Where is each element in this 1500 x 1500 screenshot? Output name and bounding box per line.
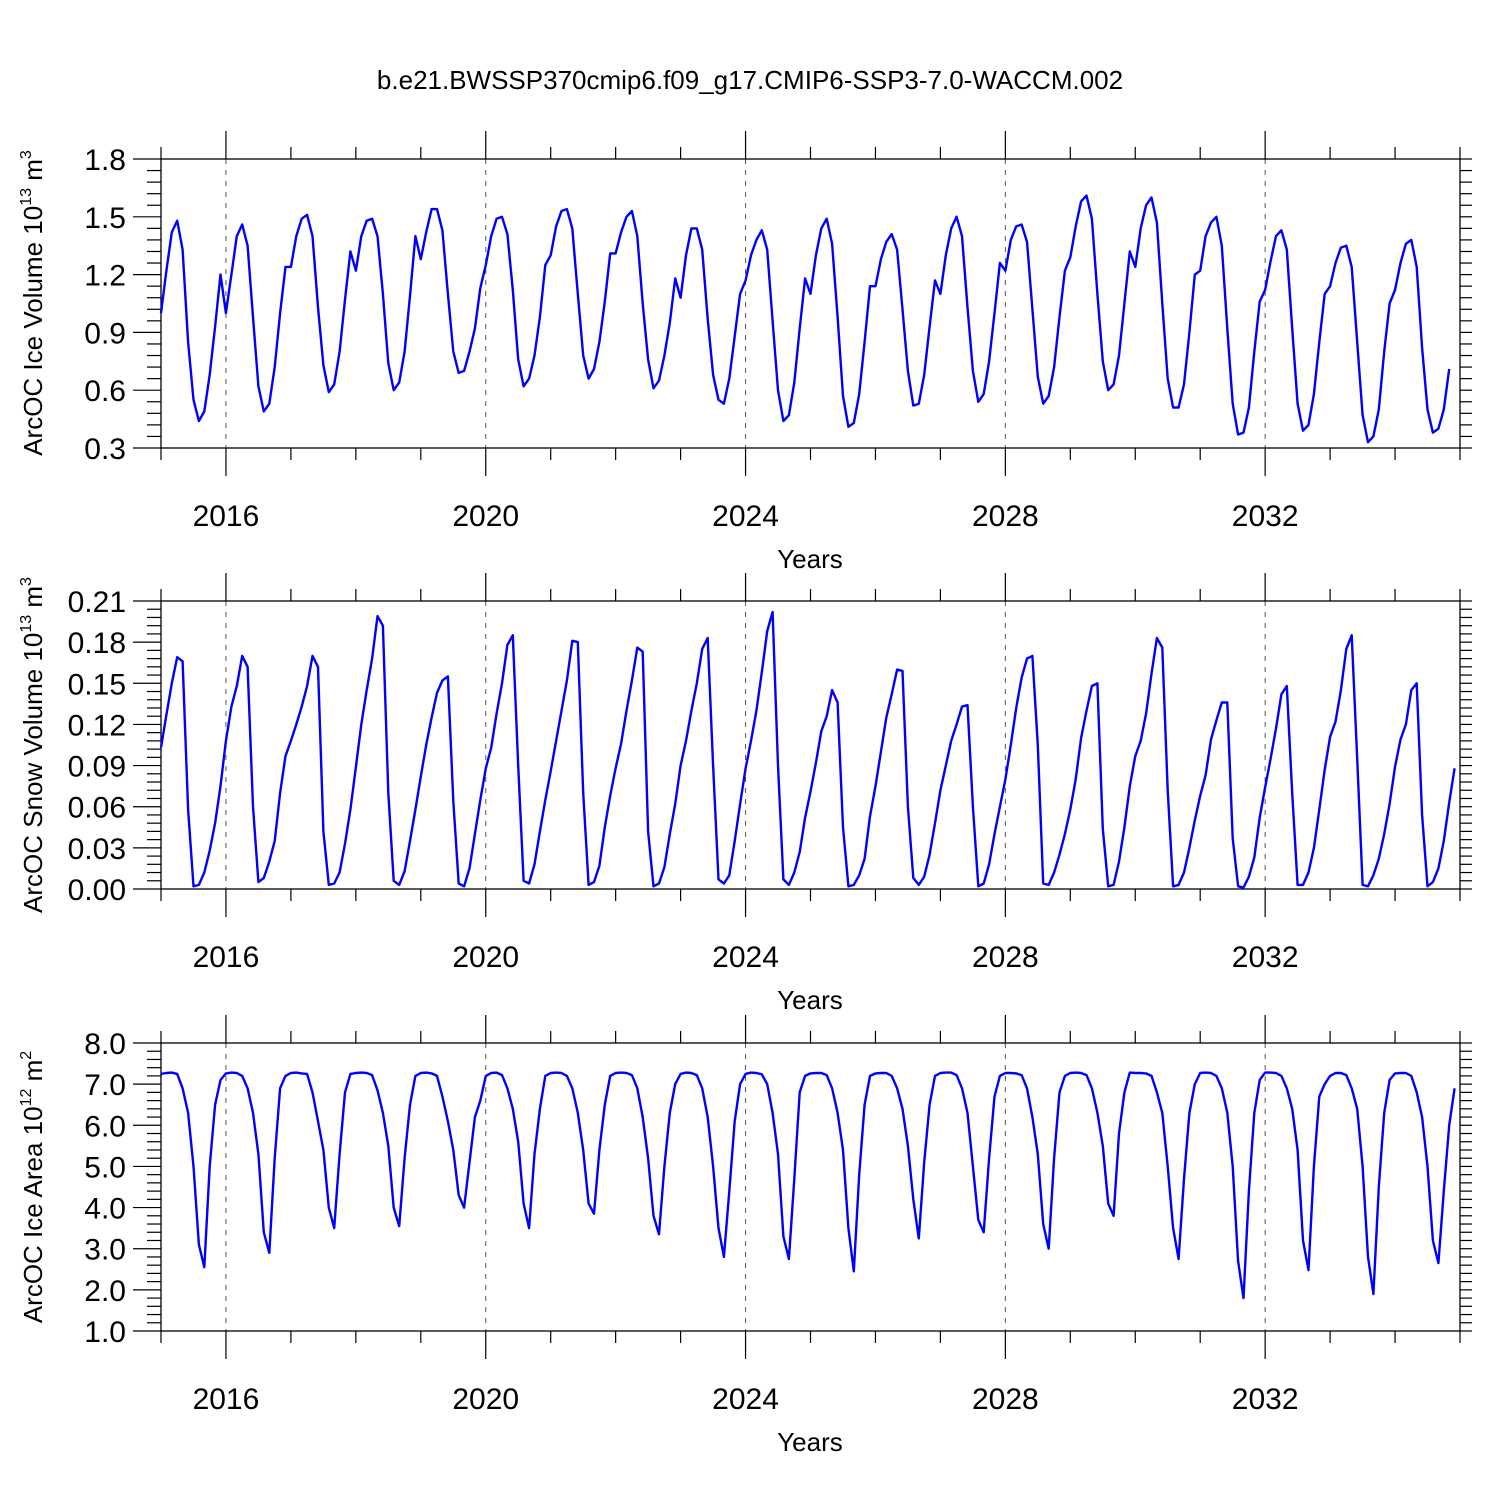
icevol-xtick-label-2016: 2016: [193, 500, 260, 533]
icevol-y-axis-label: ArcOC Ice Volume 1013 m3: [18, 150, 48, 456]
snowvol-y-axis-label: ArcOC Snow Volume 1013 m3: [18, 577, 48, 913]
icevol-xtick-label-2020: 2020: [452, 500, 519, 533]
snowvol-ytick-label: 0.21: [68, 586, 126, 619]
icearea-xtick-label-2028: 2028: [972, 1383, 1039, 1416]
snowvol-xtick-label-2020: 2020: [452, 941, 519, 974]
icearea-x-axis-label: Years: [777, 1427, 843, 1457]
icearea-ytick-label: 5.0: [84, 1151, 126, 1184]
icevol-xtick-label-2032: 2032: [1232, 500, 1299, 533]
icearea-series-line: [160, 1071, 1456, 1300]
chart-panels: 0.3 0.6 0.9 1.2 1.5 1.8 2016 2020 2024 2028 2032 Ye…: [18, 131, 1472, 1457]
icearea-ytick-label: 7.0: [84, 1069, 126, 1102]
snowvol-ytick-label: 0.09: [68, 751, 126, 784]
icearea-ytick-label: 8.0: [84, 1028, 126, 1061]
icearea-ytick-label: 1.0: [84, 1316, 126, 1349]
icevol-ytick-label: 1.8: [84, 144, 126, 177]
snowvol-ytick-label: 0.18: [68, 627, 126, 660]
snowvol-ytick-label: 0.15: [68, 668, 126, 701]
icevol-series-line: [159, 194, 1451, 444]
icearea-ytick-label: 3.0: [84, 1234, 126, 1267]
icearea-panel: 1.0 2.0 3.0 4.0 5.0 6.0 7.0 8.0 2016 2020 2024 2028…: [18, 1015, 1472, 1457]
icevol-ytick-label: 0.6: [84, 375, 126, 408]
icevol-ytick-label: 0.3: [84, 433, 126, 466]
icearea-xtick-label-2016: 2016: [193, 1383, 260, 1416]
snowvol-ytick-label: 0.06: [68, 792, 126, 825]
snowvol-series-line: [159, 610, 1456, 889]
snowvol-ytick-label: 0.00: [68, 874, 126, 907]
snowvol-x-axis-label: Years: [777, 985, 843, 1015]
icearea-ytick-label: 2.0: [84, 1275, 126, 1308]
snowvol-xtick-label-2028: 2028: [972, 941, 1039, 974]
icevol-xtick-label-2024: 2024: [712, 500, 779, 533]
icevol-ytick-label: 0.9: [84, 317, 126, 350]
icevol-x-axis-label: Years: [777, 544, 843, 574]
icearea-ytick-label: 6.0: [84, 1110, 126, 1143]
icearea-ytick-label: 4.0: [84, 1193, 126, 1226]
snowvol-xtick-label-2024: 2024: [712, 941, 779, 974]
icearea-y-axis-label: ArcOC Ice Area 1012 m2: [18, 1051, 48, 1323]
snowvol-ytick-label: 0.03: [68, 833, 126, 866]
icevol-ytick-label: 1.5: [84, 202, 126, 235]
icearea-xtick-label-2032: 2032: [1232, 1383, 1299, 1416]
snowvol-xtick-label-2032: 2032: [1232, 941, 1299, 974]
icearea-xtick-label-2020: 2020: [452, 1383, 519, 1416]
icevol-xtick-label-2028: 2028: [972, 500, 1039, 533]
snowvol-panel: 0.00 0.03 0.06 0.09 0.12 0.15 0.18 0.21 2016 2020…: [18, 573, 1472, 1015]
snowvol-xtick-label-2016: 2016: [193, 941, 260, 974]
icearea-xtick-label-2024: 2024: [712, 1383, 779, 1416]
icevol-panel: 0.3 0.6 0.9 1.2 1.5 1.8 2016 2020 2024 2028 2032 Ye…: [18, 131, 1472, 574]
figure-title: b.e21.BWSSP370cmip6.f09_g17.CMIP6-SSP3-7…: [377, 65, 1123, 95]
snowvol-ytick-label: 0.12: [68, 709, 126, 742]
icevol-ytick-label: 1.2: [84, 260, 126, 293]
